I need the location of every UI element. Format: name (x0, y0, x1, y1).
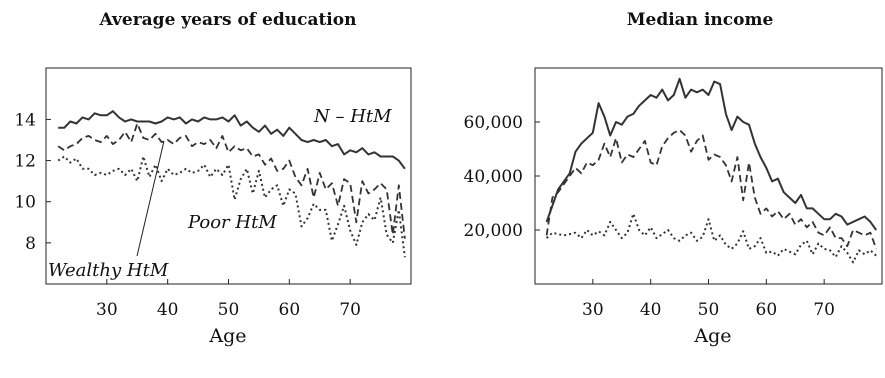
education-y-tick-label: 14 (14, 110, 36, 130)
education-x-tick-label: 50 (218, 300, 240, 320)
education-plot-frame (45, 67, 412, 285)
income-x-tick-label: 60 (756, 300, 778, 320)
education-series (57, 110, 406, 258)
income-series-solid-line (545, 77, 878, 231)
education-series-solid-line (58, 110, 406, 170)
income-x-tick-label: 50 (698, 300, 720, 320)
education-y-tick-label: 12 (14, 152, 36, 172)
income-x-axis-label: Age (693, 325, 731, 347)
wealthy-htm-pointer-line (136, 140, 165, 257)
education-y-tick-label: 8 (25, 234, 36, 254)
education-chart-title: Average years of education (99, 10, 357, 30)
annotation-wealthy-htm: Wealthy HtM (48, 260, 169, 281)
income-x-tick-label: 30 (582, 300, 604, 320)
education-axis-ticks: 30 40 50 60 70 8 10 12 14 (14, 110, 361, 320)
education-x-axis-label: Age (208, 325, 246, 347)
education-x-tick-label: 70 (339, 300, 361, 320)
income-series (545, 77, 878, 264)
income-x-tick-label: 40 (640, 300, 662, 320)
education-series-dotted-line (57, 155, 406, 258)
income-series-dashed-line (545, 129, 878, 250)
income-axis-ticks: 30 40 50 60 70 20,000 40,000 60,000 (464, 113, 835, 320)
income-series-dotted-line (545, 212, 877, 264)
annotation-n-htm: N – HtM (313, 106, 392, 127)
income-y-tick-label: 60,000 (464, 113, 523, 133)
income-x-tick-label: 70 (813, 300, 835, 320)
education-chart: Average years of education 30 40 50 60 70 8 10… (14, 10, 412, 347)
education-x-tick-label: 40 (157, 300, 179, 320)
education-series-dashed-line (57, 122, 406, 239)
income-y-tick-label: 40,000 (464, 167, 523, 187)
education-x-tick-label: 30 (96, 300, 118, 320)
annotation-poor-htm: Poor HtM (187, 212, 277, 233)
education-x-tick-label: 60 (279, 300, 301, 320)
income-chart: Median income 30 40 50 60 70 20,000 40,000 60,0… (464, 10, 883, 347)
education-y-tick-label: 10 (14, 193, 36, 213)
income-chart-title: Median income (627, 10, 774, 30)
income-y-tick-label: 20,000 (464, 221, 523, 241)
